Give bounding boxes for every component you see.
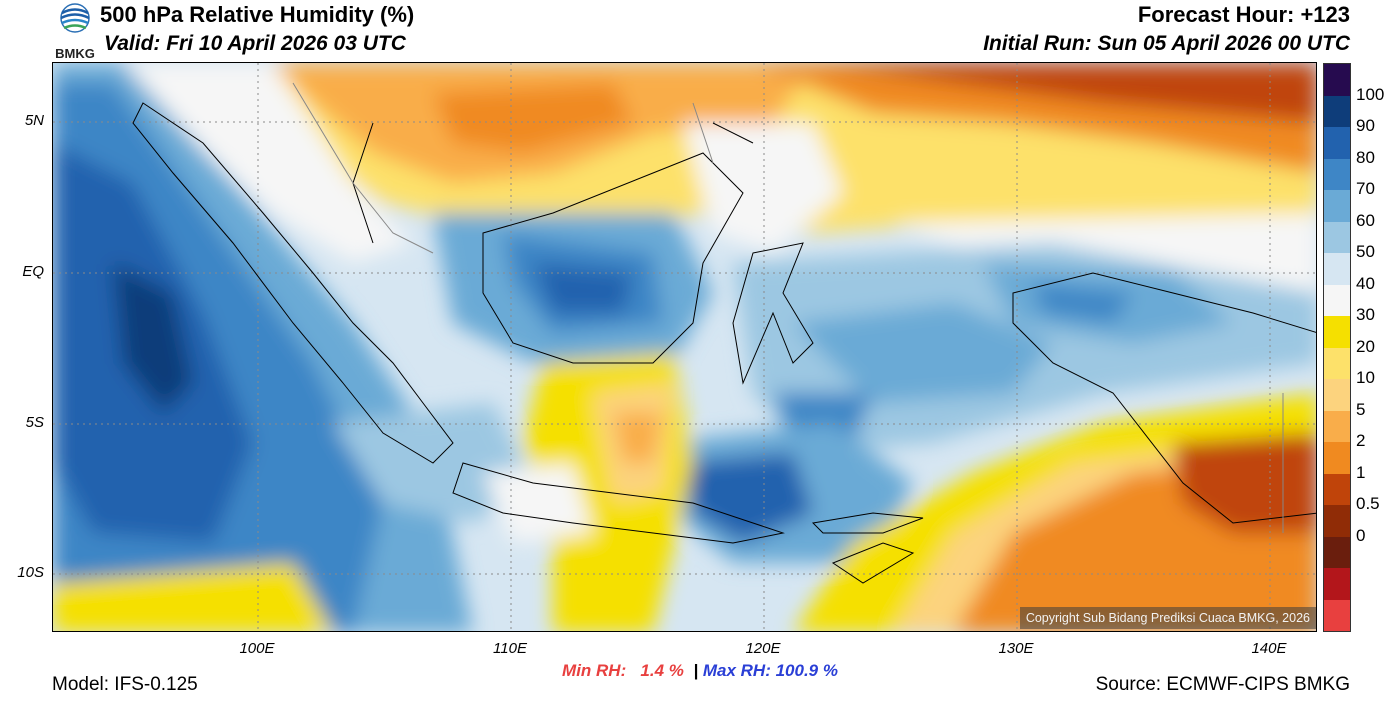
min-rh: Min RH: 1.4 % [562,661,684,680]
stats-separator: | [693,661,699,680]
humidity-map [52,62,1317,632]
lon-label-140e: 140E [1251,640,1287,657]
lon-label-130e: 130E [998,640,1034,657]
colorbar-label: 20 [1356,336,1375,356]
colorbar-swatch [1324,95,1350,127]
colorbar-label: 60 [1356,210,1375,230]
colorbar-swatch [1324,536,1350,568]
colorbar-swatch [1324,505,1350,537]
copyright-note: Copyright Sub Bidang Prediksi Cuaca BMKG… [1019,607,1316,629]
max-rh: Max RH: 100.9 % [702,661,838,680]
bmkg-logo: BMKG [52,2,98,61]
lat-label-5s: 5S [25,414,44,431]
logo-text: BMKG [55,46,95,60]
colorbar-swatch [1324,442,1350,474]
colorbar-swatch [1324,221,1350,253]
lat-label-10s: 10S [17,564,44,581]
colorbar-swatch [1324,158,1350,190]
data-source: Source: ECMWF-CIPS BMKG [1095,674,1350,695]
lon-label-100e: 100E [239,640,275,657]
colorbar-label: 0.5 [1356,494,1380,513]
colorbar-label: 50 [1356,242,1375,261]
lat-label-eq: EQ [22,263,44,280]
colorbar-swatch [1324,599,1350,631]
colorbar-swatch [1324,410,1350,442]
colorbar-swatch [1324,64,1350,96]
colorbar-label: 1 [1356,462,1366,482]
colorbar-swatch [1324,379,1350,411]
lat-label-5n: 5N [24,112,44,129]
valid-time: Valid: Fri 10 April 2026 03 UTC [104,32,406,55]
colorbar-label: 90 [1356,116,1375,135]
colorbar-label: 80 [1356,147,1375,167]
map-title: 500 hPa Relative Humidity (%) [100,2,415,27]
lon-label-110e: 110E [493,640,527,657]
colorbar-label: 100 [1356,84,1385,104]
colorbar-swatch [1324,316,1350,348]
colorbar-swatch [1324,190,1350,222]
rh-stats: Min RH: 1.4 % | Max RH: 100.9 % [0,661,1400,681]
coastlines [132,102,1316,584]
colorbar-label: 70 [1356,179,1375,198]
colorbar-swatch [1324,127,1350,159]
colorbar-swatch [1324,347,1350,379]
colorbar-label: 40 [1356,273,1375,293]
forecast-hour: Forecast Hour: +123 [1137,2,1350,27]
colorbar-swatch [1324,253,1350,285]
colorbar-swatch [1324,473,1350,505]
colorbar-swatch [1324,568,1350,600]
colorbar-label: 2 [1356,431,1366,450]
colorbar-label: 10 [1356,368,1375,387]
initial-run: Initial Run: Sun 05 April 2026 00 UTC [983,32,1350,55]
colorbar [1323,63,1351,632]
colorbar-label: 5 [1356,399,1366,419]
colorbar-swatch [1324,284,1350,316]
colorbar-label: 30 [1356,305,1375,324]
colorbar-label: 0 [1356,525,1366,545]
lon-label-120e: 120E [745,640,781,657]
model-name: Model: IFS-0.125 [52,674,198,695]
